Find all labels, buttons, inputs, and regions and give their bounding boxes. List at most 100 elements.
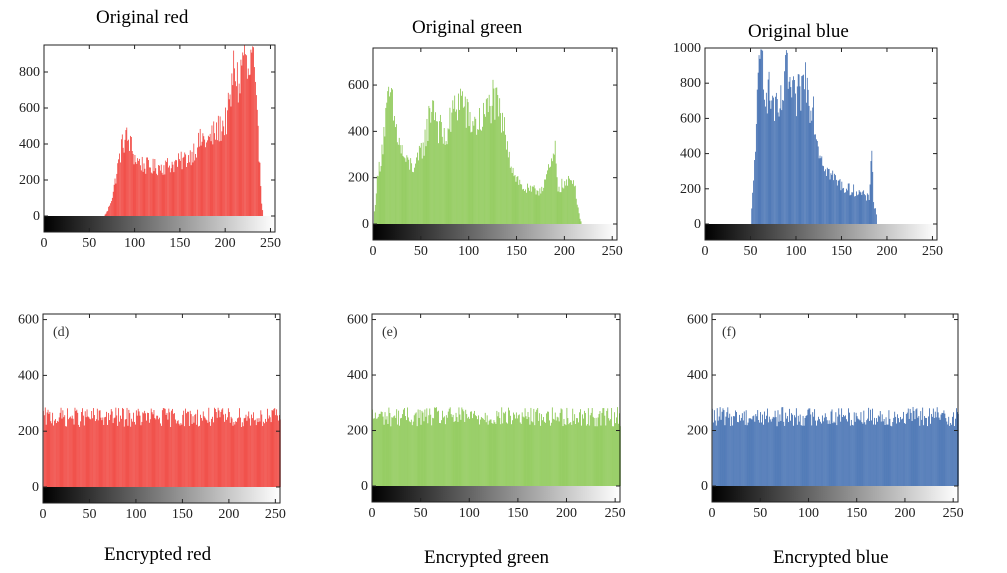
histogram-bar: [568, 175, 569, 224]
histogram-bar: [889, 418, 891, 486]
y-tick-label: 600: [347, 313, 368, 328]
histogram-bar: [220, 411, 222, 487]
histogram-bar: [110, 409, 112, 487]
histogram-bar: [75, 411, 77, 487]
histogram-bar: [228, 99, 230, 216]
histogram-bar: [127, 425, 129, 487]
histogram-bar: [826, 176, 827, 224]
histogram-bar: [950, 422, 952, 486]
histogram-bar: [549, 420, 550, 486]
x-tick-label: 0: [370, 244, 377, 259]
histogram-bar: [159, 417, 160, 487]
histogram-bar: [825, 169, 826, 224]
histogram-bar: [465, 127, 467, 224]
histogram-bar: [470, 411, 472, 486]
histogram-bar: [217, 115, 219, 216]
histogram-bar: [138, 160, 139, 216]
histogram-bar: [887, 424, 889, 486]
histogram-bar: [557, 191, 559, 224]
histogram-bar: [931, 416, 933, 486]
histogram-bar: [448, 408, 450, 486]
histogram-bar: [512, 420, 513, 486]
histogram-bar: [558, 421, 560, 486]
histogram-bar: [373, 211, 375, 224]
histogram-bar: [568, 424, 570, 486]
histogram-bar: [769, 100, 771, 224]
histogram-bar: [763, 89, 764, 224]
histogram-bar: [158, 419, 159, 487]
histogram-bar: [816, 141, 818, 224]
x-tick-label: 0: [369, 506, 376, 521]
histogram-bar: [394, 415, 396, 486]
histogram-bar: [738, 422, 739, 486]
histogram-bar: [824, 171, 825, 224]
histogram-bar: [141, 156, 143, 216]
histogram-bar: [780, 85, 782, 224]
histogram-bar: [618, 423, 619, 486]
histogram-bar: [471, 131, 473, 224]
histogram-bar: [257, 422, 259, 487]
histogram-bar: [800, 110, 802, 224]
histogram-bar: [69, 417, 70, 487]
histogram-bar: [108, 206, 110, 216]
histogram-bar: [487, 424, 489, 486]
histogram-bar: [748, 418, 750, 486]
histogram-bar: [814, 409, 816, 486]
histogram-bar: [461, 407, 463, 486]
histogram-bar: [720, 419, 722, 486]
histogram-bar: [532, 422, 534, 486]
histogram-bar: [233, 50, 235, 216]
histogram-bar: [467, 102, 469, 224]
panel-encrypted-green: 0 200 400 600 0 50 100 150 200 250 (e): [330, 308, 670, 536]
histogram-bar: [444, 144, 446, 224]
histogram-bar: [129, 150, 130, 216]
histogram-bar: [881, 414, 883, 486]
histogram-bar: [162, 408, 164, 487]
histogram-bar: [585, 425, 587, 486]
histogram-bar: [423, 421, 425, 486]
histogram-bar: [102, 417, 104, 487]
histogram-svg: 0 200 400 600 0 50 100 150 200 250: [348, 47, 623, 259]
histogram-bar: [766, 408, 768, 486]
histogram-bar: [503, 131, 504, 224]
histogram-bar: [128, 139, 129, 216]
y-tick-label: 600: [18, 313, 39, 328]
histogram-bar: [60, 407, 62, 487]
histogram-bar: [121, 134, 123, 216]
histogram-bar: [804, 417, 806, 486]
histogram-bar: [862, 191, 864, 224]
histogram-bar: [111, 411, 113, 487]
histogram-bar: [829, 179, 831, 224]
histogram-bar: [574, 185, 576, 224]
histogram-bar: [874, 417, 875, 486]
histogram-bar: [540, 193, 542, 224]
histogram-bar: [795, 408, 797, 486]
histogram-bar: [879, 411, 881, 486]
histogram-bar: [405, 161, 407, 224]
histogram-bars: [373, 79, 582, 225]
histogram-bar: [520, 423, 522, 486]
histogram-bar: [507, 157, 509, 224]
histogram-bar: [580, 409, 581, 486]
histogram-bar: [114, 417, 116, 487]
histogram-bar: [854, 421, 856, 486]
histogram-bar: [952, 416, 953, 486]
histogram-bar: [157, 415, 159, 487]
histogram-bar: [742, 420, 744, 486]
histogram-bar: [821, 415, 823, 486]
histogram-bar: [397, 424, 399, 486]
histogram-bar: [270, 422, 272, 487]
histogram-bar: [545, 179, 546, 224]
histogram-bar: [253, 412, 254, 487]
histogram-bar: [384, 136, 386, 224]
histogram-bar: [205, 147, 206, 216]
histogram-bar: [732, 425, 734, 486]
histogram-bar: [493, 420, 495, 486]
histogram-bar: [83, 425, 85, 487]
histogram-bar: [550, 166, 551, 224]
histogram-bar: [437, 411, 438, 486]
histogram-bar: [926, 417, 927, 486]
histogram-bar: [590, 412, 592, 486]
histogram-bar: [901, 419, 902, 486]
histogram-bar: [196, 424, 198, 487]
